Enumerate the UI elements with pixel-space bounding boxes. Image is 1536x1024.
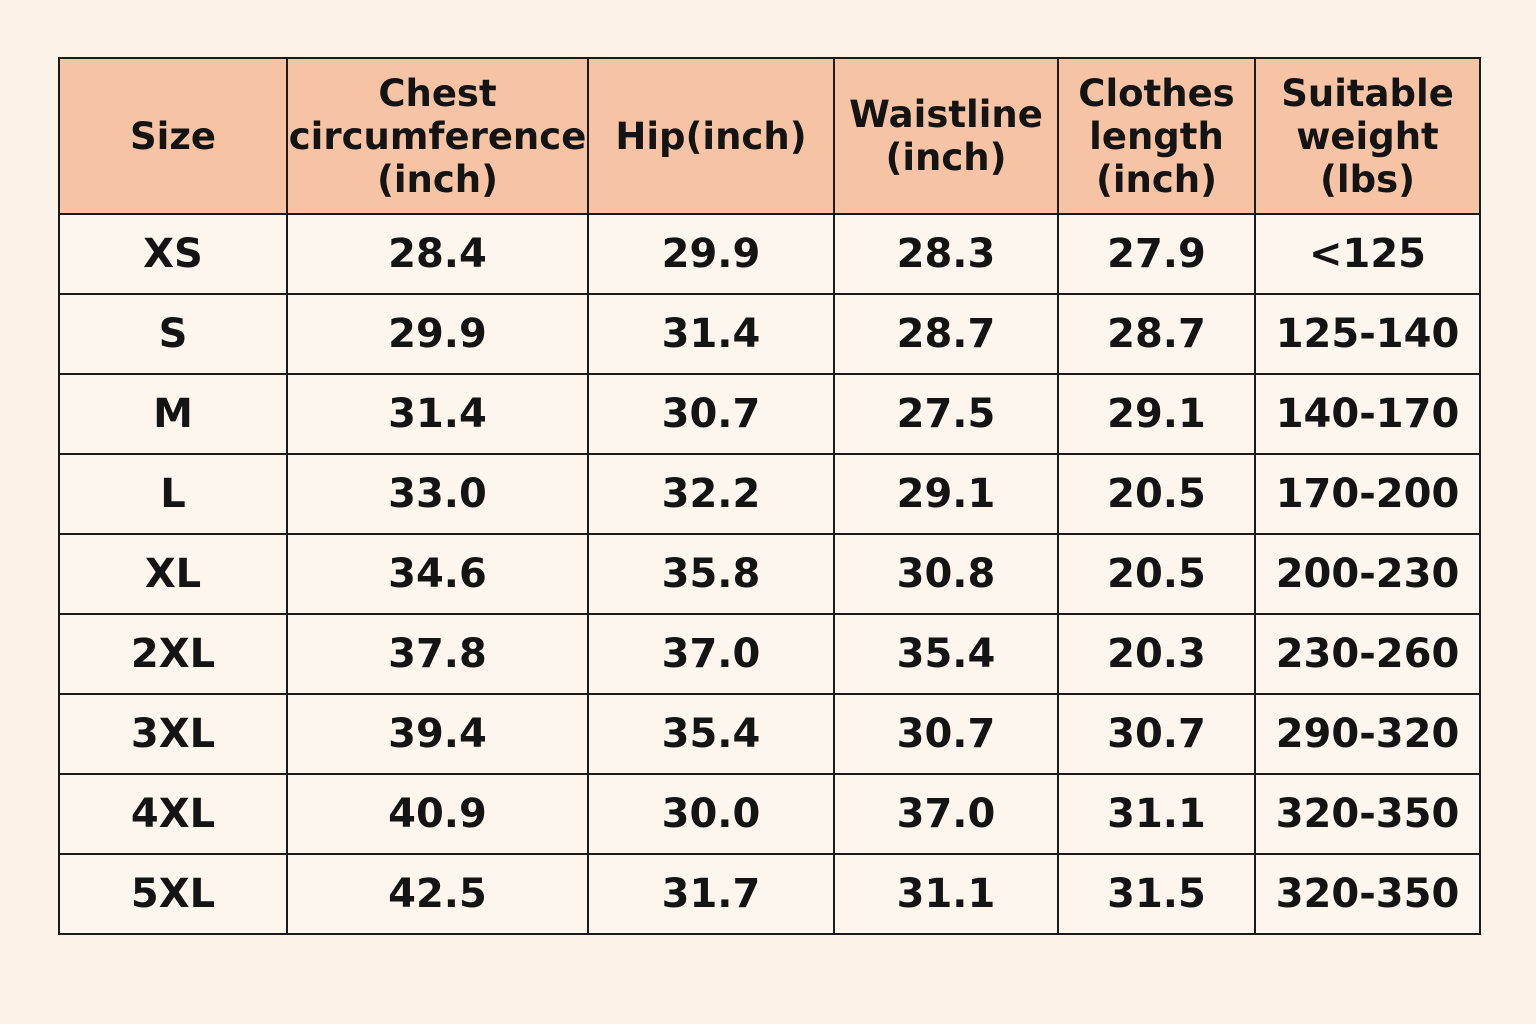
table-row: 5XL 42.5 31.7 31.1 31.5 320-350 — [58, 853, 1481, 935]
cell-hip: 29.9 — [587, 213, 835, 295]
cell-chest: 42.5 — [286, 853, 589, 935]
header-clothes-length: Clothes length (inch) — [1057, 57, 1256, 215]
table-row: XL 34.6 35.8 30.8 20.5 200-230 — [58, 533, 1481, 615]
cell-hip: 30.0 — [587, 773, 835, 855]
cell-chest: 34.6 — [286, 533, 589, 615]
cell-hip: 35.4 — [587, 693, 835, 775]
cell-chest: 40.9 — [286, 773, 589, 855]
cell-clothes-length: 20.3 — [1057, 613, 1256, 695]
cell-weight: 230-260 — [1254, 613, 1481, 695]
cell-weight: 170-200 — [1254, 453, 1481, 535]
cell-waistline: 30.8 — [833, 533, 1059, 615]
cell-size: 3XL — [58, 693, 288, 775]
cell-size: L — [58, 453, 288, 535]
cell-waistline: 37.0 — [833, 773, 1059, 855]
cell-size: 2XL — [58, 613, 288, 695]
cell-weight: 320-350 — [1254, 773, 1481, 855]
header-size: Size — [58, 57, 288, 215]
table-row: XS 28.4 29.9 28.3 27.9 <125 — [58, 213, 1481, 295]
cell-waistline: 30.7 — [833, 693, 1059, 775]
cell-size: S — [58, 293, 288, 375]
cell-chest: 28.4 — [286, 213, 589, 295]
header-hip: Hip(inch) — [587, 57, 835, 215]
cell-chest: 31.4 — [286, 373, 589, 455]
cell-hip: 30.7 — [587, 373, 835, 455]
cell-weight: 140-170 — [1254, 373, 1481, 455]
cell-waistline: 35.4 — [833, 613, 1059, 695]
header-row: Size Chest circumference (inch) Hip(inch… — [58, 57, 1481, 215]
cell-waistline: 29.1 — [833, 453, 1059, 535]
cell-chest: 33.0 — [286, 453, 589, 535]
cell-chest: 29.9 — [286, 293, 589, 375]
cell-hip: 32.2 — [587, 453, 835, 535]
cell-waistline: 28.7 — [833, 293, 1059, 375]
cell-chest: 39.4 — [286, 693, 589, 775]
cell-weight: 200-230 — [1254, 533, 1481, 615]
table-row: 3XL 39.4 35.4 30.7 30.7 290-320 — [58, 693, 1481, 775]
cell-clothes-length: 20.5 — [1057, 533, 1256, 615]
cell-weight: 125-140 — [1254, 293, 1481, 375]
cell-weight: <125 — [1254, 213, 1481, 295]
cell-weight: 290-320 — [1254, 693, 1481, 775]
cell-clothes-length: 27.9 — [1057, 213, 1256, 295]
cell-clothes-length: 28.7 — [1057, 293, 1256, 375]
cell-hip: 31.4 — [587, 293, 835, 375]
header-suitable-weight: Suitable weight (lbs) — [1254, 57, 1481, 215]
header-waistline: Waistline (inch) — [833, 57, 1059, 215]
cell-hip: 35.8 — [587, 533, 835, 615]
cell-hip: 37.0 — [587, 613, 835, 695]
cell-waistline: 31.1 — [833, 853, 1059, 935]
cell-clothes-length: 31.1 — [1057, 773, 1256, 855]
cell-size: 4XL — [58, 773, 288, 855]
cell-weight: 320-350 — [1254, 853, 1481, 935]
cell-clothes-length: 20.5 — [1057, 453, 1256, 535]
size-chart-container: Size Chest circumference (inch) Hip(inch… — [58, 57, 1481, 935]
cell-size: XS — [58, 213, 288, 295]
cell-size: XL — [58, 533, 288, 615]
table-row: S 29.9 31.4 28.7 28.7 125-140 — [58, 293, 1481, 375]
table-row: 2XL 37.8 37.0 35.4 20.3 230-260 — [58, 613, 1481, 695]
cell-chest: 37.8 — [286, 613, 589, 695]
table-row: M 31.4 30.7 27.5 29.1 140-170 — [58, 373, 1481, 455]
table-row: 4XL 40.9 30.0 37.0 31.1 320-350 — [58, 773, 1481, 855]
header-chest-circumference: Chest circumference (inch) — [286, 57, 589, 215]
cell-clothes-length: 31.5 — [1057, 853, 1256, 935]
cell-clothes-length: 30.7 — [1057, 693, 1256, 775]
cell-clothes-length: 29.1 — [1057, 373, 1256, 455]
cell-hip: 31.7 — [587, 853, 835, 935]
cell-size: M — [58, 373, 288, 455]
cell-waistline: 27.5 — [833, 373, 1059, 455]
cell-size: 5XL — [58, 853, 288, 935]
cell-waistline: 28.3 — [833, 213, 1059, 295]
size-chart-table: Size Chest circumference (inch) Hip(inch… — [58, 57, 1481, 935]
table-row: L 33.0 32.2 29.1 20.5 170-200 — [58, 453, 1481, 535]
